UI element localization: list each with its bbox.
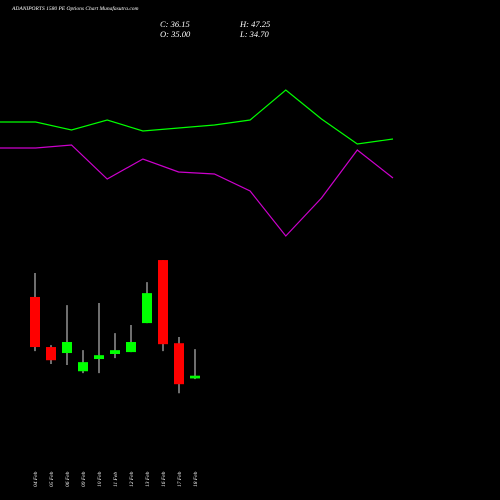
candle-body	[110, 350, 120, 354]
candle-body	[30, 296, 40, 348]
x-tick-label: 16 Feb	[161, 471, 167, 487]
candle-body	[190, 375, 200, 379]
x-tick-label: 04 Feb	[32, 471, 39, 487]
indicator-line	[0, 89, 394, 145]
candle-body	[46, 347, 56, 361]
x-tick-label: 09 Feb	[81, 471, 87, 487]
candle-body	[174, 343, 184, 385]
close-label: C: 36.15	[160, 19, 190, 29]
candle-body	[142, 293, 152, 324]
indicator-line	[0, 144, 394, 237]
candle-body	[126, 342, 136, 353]
high-label: H: 47.25	[239, 19, 270, 29]
candle-body	[62, 342, 72, 354]
x-tick-label: 12 Feb	[129, 471, 135, 487]
candle-body	[78, 362, 88, 372]
x-tick-label: 11 Feb	[113, 472, 119, 487]
x-tick-label: 10 Feb	[97, 471, 103, 487]
x-tick-label: 17 Feb	[177, 471, 183, 487]
chart-title: ADANIPORTS 1580 PE Options Chart Munafas…	[11, 5, 139, 12]
open-label: O: 35.00	[160, 29, 191, 39]
x-tick-label: 13 Feb	[145, 471, 151, 487]
x-tick-label: 18 Feb	[193, 471, 199, 487]
x-tick-label: 06 Feb	[65, 471, 71, 487]
candle-body	[158, 260, 168, 345]
low-label: L: 34.70	[239, 29, 270, 39]
x-tick-label: 05 Feb	[49, 471, 55, 487]
candle-body	[94, 355, 104, 360]
